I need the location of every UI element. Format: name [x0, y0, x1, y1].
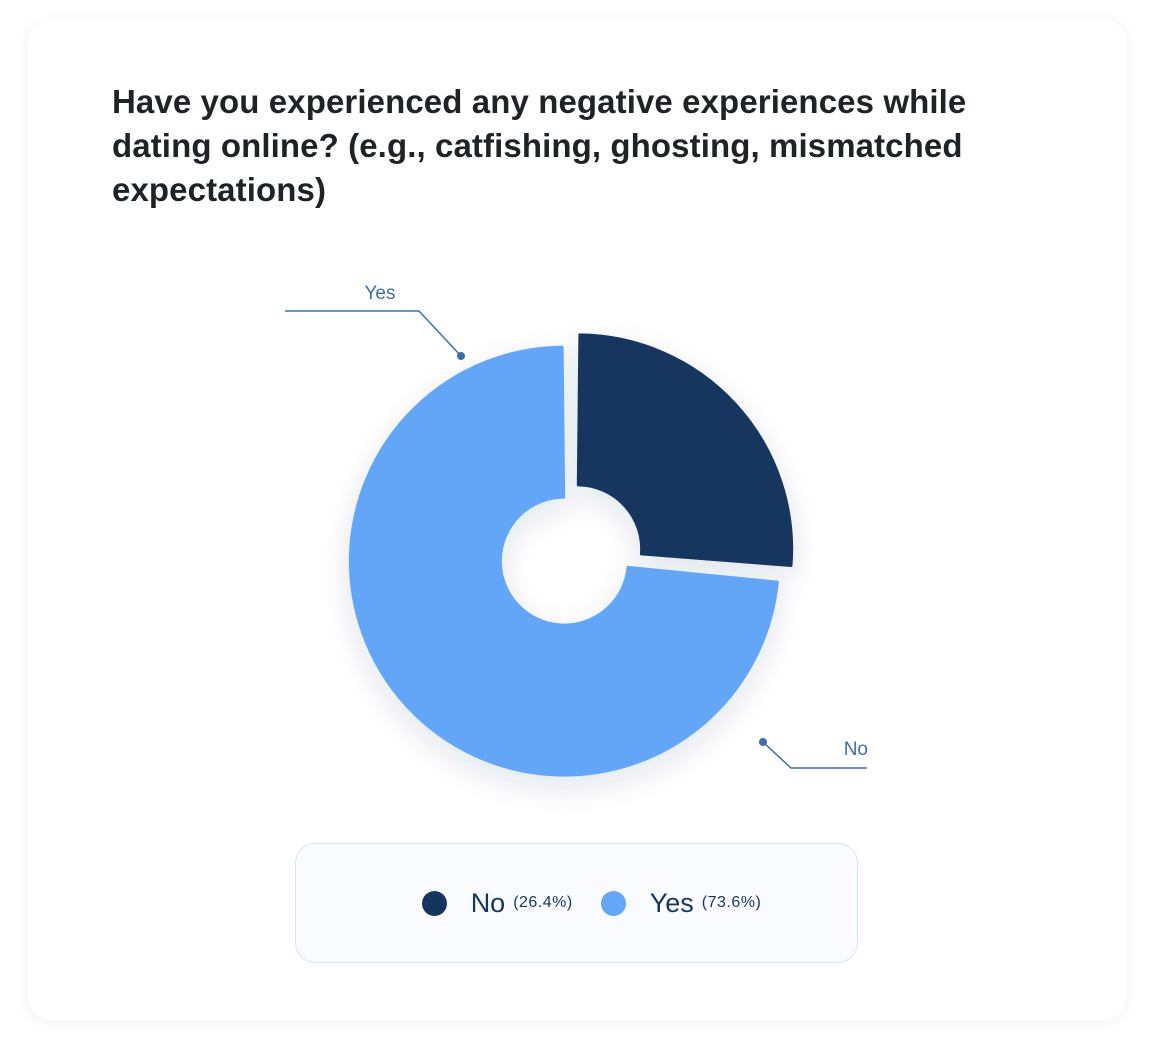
legend-label-yes: Yes	[649, 887, 694, 918]
slice-no[interactable]	[576, 333, 794, 567]
callout-line-no	[762, 741, 867, 769]
callout-label-no: No	[844, 739, 868, 760]
callout-dot-no	[759, 738, 767, 746]
legend-swatch-no	[421, 890, 447, 916]
legend-label-no: No	[470, 887, 506, 918]
slice-yes[interactable]	[348, 345, 779, 777]
callout-dot-yes	[457, 352, 465, 360]
legend-percent-yes: (73.6%)	[701, 894, 762, 911]
callout-line-yes	[285, 310, 462, 357]
chart-title: Have you experienced any negative experi…	[112, 83, 967, 208]
legend: No (26.4%) Yes (73.6%)	[295, 843, 858, 963]
callout-label-yes: Yes	[365, 283, 396, 304]
legend-item-yes[interactable]: Yes (73.6%)	[600, 887, 762, 919]
legend-swatch-yes	[600, 890, 626, 916]
legend-percent-no: (26.4%)	[513, 894, 573, 911]
legend-item-no[interactable]: No (26.4%)	[421, 887, 573, 919]
